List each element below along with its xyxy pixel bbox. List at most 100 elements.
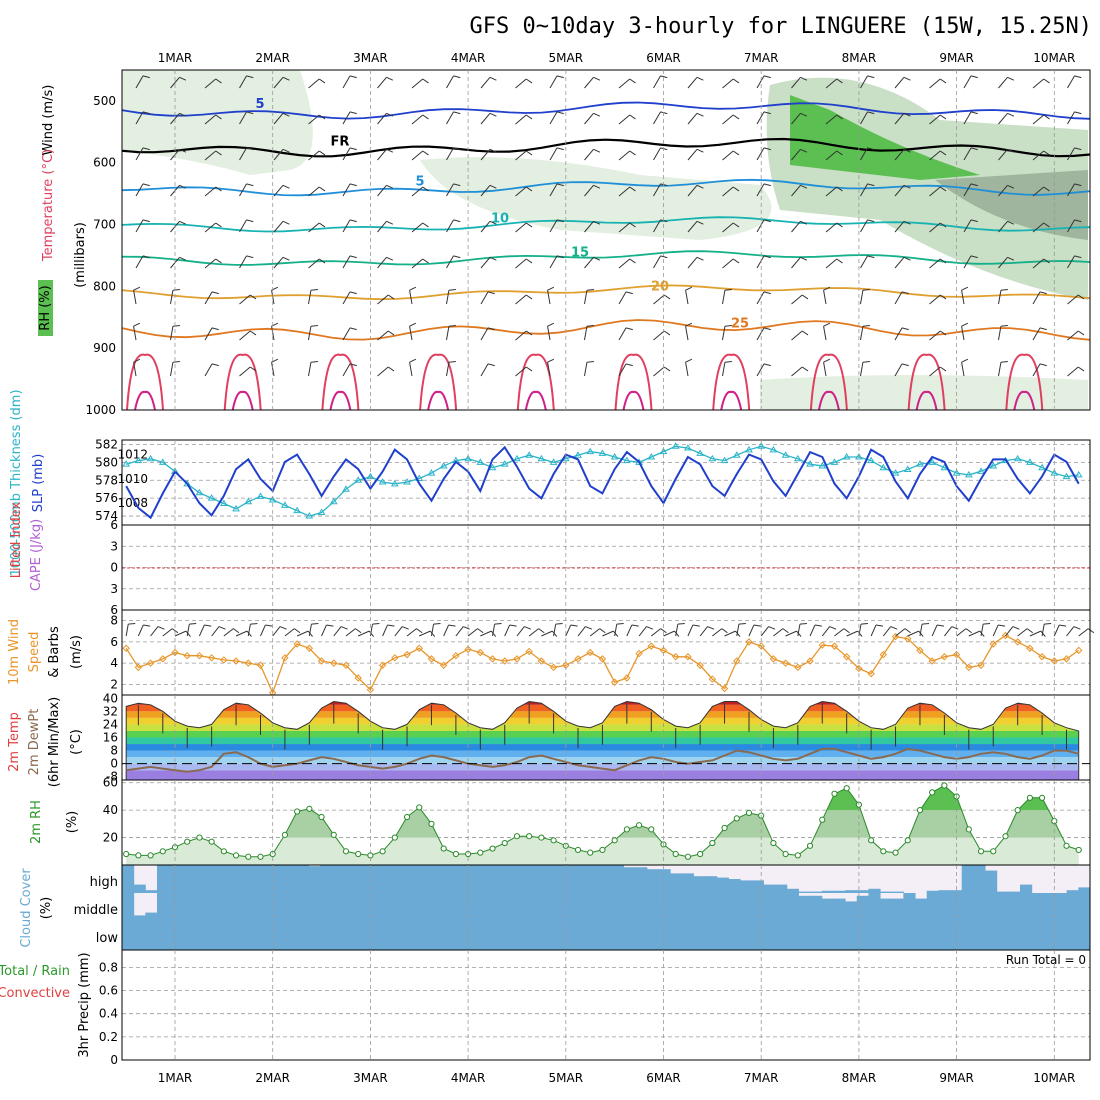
warm-contour bbox=[321, 353, 360, 411]
wind-speed-point bbox=[610, 678, 619, 686]
wind-barb bbox=[135, 111, 144, 125]
warm-contour bbox=[809, 353, 848, 411]
wind-barb-flag bbox=[901, 363, 909, 367]
wind-speed-point bbox=[427, 655, 436, 663]
wind-barb-flag bbox=[768, 626, 776, 630]
wind-barb bbox=[1067, 147, 1075, 161]
rh-point bbox=[477, 849, 484, 856]
wind-barb bbox=[992, 624, 999, 637]
wind-barb-flag bbox=[547, 358, 555, 363]
cloud-high-bar bbox=[448, 865, 461, 893]
wind-barb bbox=[204, 222, 217, 233]
wind-barb-flag bbox=[1007, 148, 1015, 153]
wind-barb bbox=[516, 626, 525, 637]
y-tick-label: 4 bbox=[110, 656, 118, 670]
wind-barb bbox=[308, 624, 312, 637]
wind-speed-point bbox=[305, 644, 314, 652]
cloud-mid-bar bbox=[646, 893, 659, 921]
cloud-mid-bar bbox=[705, 893, 718, 921]
wind-barb-flag bbox=[318, 150, 326, 156]
wind-barb-flag bbox=[494, 623, 502, 625]
wind-barb-flag bbox=[800, 112, 808, 117]
cloud-mid-bar bbox=[530, 893, 543, 921]
wind-barb-flag bbox=[867, 75, 875, 79]
wind-barb-flag bbox=[823, 322, 831, 327]
rh-point bbox=[599, 846, 606, 854]
wind-barb-flag bbox=[801, 330, 809, 336]
wind-barb-flag bbox=[349, 183, 357, 187]
wind-barb-flag bbox=[660, 75, 668, 79]
warm-contour-inner bbox=[915, 390, 938, 411]
cloud-high-bar bbox=[191, 865, 205, 893]
wind-barb-flag bbox=[310, 325, 318, 327]
wind-barb bbox=[204, 291, 213, 305]
wind-speed-point bbox=[769, 655, 778, 663]
warm-contour-inner bbox=[329, 390, 352, 411]
x-tick-label-bottom: 3MAR bbox=[353, 1071, 388, 1085]
wind-barb bbox=[584, 112, 594, 125]
y-axis-label-wind: Wind (m/s) bbox=[41, 85, 56, 156]
wind-barb-flag bbox=[836, 78, 843, 84]
wind-barb-flag bbox=[799, 623, 807, 625]
wind-speed-point bbox=[623, 674, 631, 682]
wind-barb bbox=[653, 147, 661, 161]
wind-barb-flag bbox=[903, 112, 911, 117]
cloud-high-bar bbox=[576, 865, 590, 893]
wind-barb-flag bbox=[903, 256, 911, 261]
wind-barb bbox=[549, 147, 558, 161]
cloud-mid-bar bbox=[565, 893, 578, 921]
wind-barb bbox=[308, 114, 320, 125]
wind-barb bbox=[135, 255, 144, 269]
cloud-high-bar bbox=[390, 865, 403, 893]
wind-barb-flag bbox=[961, 358, 969, 363]
cloud-high-bar bbox=[355, 865, 368, 893]
cloud-mid-bar bbox=[915, 898, 928, 921]
y-tick-label: 800 bbox=[93, 279, 116, 293]
wind-barb-flag bbox=[265, 624, 273, 627]
cloud-mid-bar bbox=[961, 893, 974, 921]
wind-barb-flag bbox=[318, 258, 326, 264]
cloud-high-bar bbox=[401, 865, 415, 893]
wind-speed-point bbox=[1062, 655, 1071, 663]
wind-barb bbox=[549, 255, 558, 269]
wind-barb bbox=[823, 290, 827, 305]
cloud-high-bar bbox=[798, 891, 811, 893]
wind-barb bbox=[273, 184, 284, 197]
wind-barb-flag bbox=[179, 148, 187, 153]
wind-barb bbox=[480, 112, 491, 125]
wind-barb-flag bbox=[867, 255, 875, 259]
wind-barb-flag bbox=[422, 150, 429, 156]
cloud-high-bar bbox=[635, 867, 648, 893]
wind-speed-point bbox=[733, 657, 741, 665]
x-tick-label-top: 3MAR bbox=[353, 51, 388, 65]
cloud-high-bar bbox=[506, 865, 520, 893]
wind-barb-flag bbox=[692, 624, 700, 627]
wind-barb-flag bbox=[616, 623, 624, 625]
wind-barb bbox=[273, 256, 284, 269]
wind-barb-flag bbox=[763, 111, 771, 115]
wind-barb-flag bbox=[538, 628, 545, 634]
wind-barb bbox=[446, 290, 450, 305]
y-axis-label-barbs: & Barbs bbox=[47, 626, 62, 678]
wind-barb bbox=[446, 147, 454, 161]
wind-speed-point bbox=[488, 655, 497, 663]
cloud-high-bar bbox=[518, 865, 531, 893]
wind-barb bbox=[565, 624, 572, 637]
cloud-high-bar bbox=[880, 891, 893, 893]
temperature-contour bbox=[121, 178, 1091, 197]
wind-barb-flag bbox=[349, 291, 357, 295]
wind-barb bbox=[638, 626, 647, 637]
wind-barb-flag bbox=[171, 628, 179, 634]
wind-barb-flag bbox=[1007, 256, 1015, 261]
wind-barb-flag bbox=[453, 219, 461, 223]
wind-barb bbox=[618, 291, 627, 305]
wind-barb-flag bbox=[970, 219, 978, 223]
wind-barb-flag bbox=[172, 361, 180, 363]
rh-point bbox=[733, 815, 740, 822]
wind-barb-flag bbox=[489, 256, 497, 261]
wind-barb-flag bbox=[372, 623, 380, 625]
y-axis-label-rh: RH (%) bbox=[38, 285, 53, 330]
thickness-point bbox=[305, 512, 314, 519]
panel-frame bbox=[121, 949, 1091, 1061]
wind-barb-flag bbox=[246, 111, 254, 115]
